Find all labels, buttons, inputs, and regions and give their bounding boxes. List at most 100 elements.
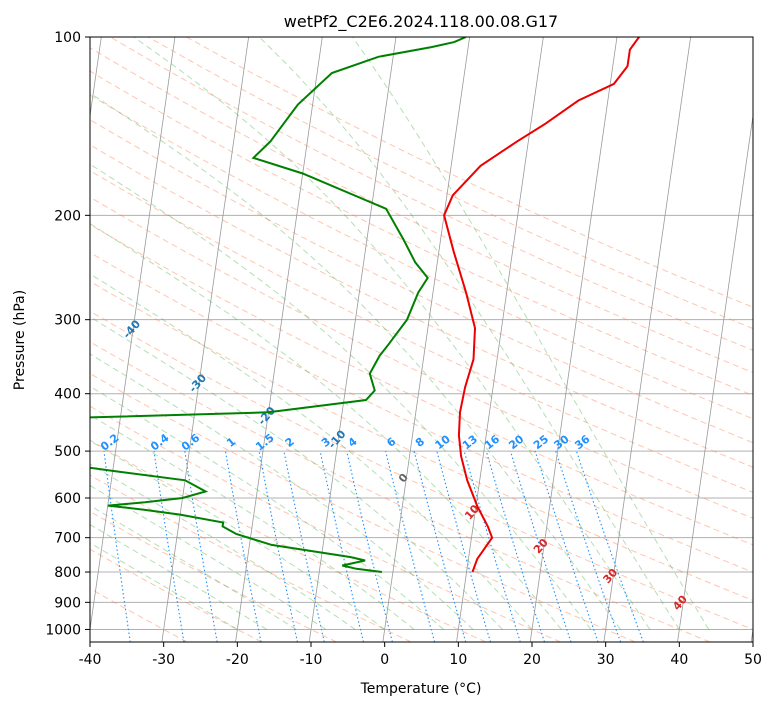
x-tick-label: 20 — [523, 652, 541, 668]
isotherm-label: -50 — [56, 255, 79, 279]
plot-area: 0.10.20.40.611.52346810131620253036-100-… — [0, 37, 753, 642]
isotherm-label: -20 — [255, 404, 278, 428]
mixing-ratio-line — [385, 450, 436, 642]
mixing-ratio-line — [283, 450, 325, 642]
x-axis-label: Temperature (°C) — [360, 681, 482, 697]
moist-adiabat — [133, 37, 651, 630]
isotherm-line — [750, 626, 753, 642]
mixing-ratio-label: 0.4 — [148, 431, 172, 453]
mixing-ratio-line — [436, 450, 492, 642]
dry-adiabat — [90, 252, 753, 573]
mixing-ratio-label: 2 — [283, 435, 297, 450]
moist-adiabat — [90, 385, 444, 630]
y-axis-ticks: 100 200 300 400 500 600 700 800 900 1000 — [45, 30, 90, 638]
dry-adiabats — [90, 37, 753, 642]
dry-adiabat — [186, 37, 753, 308]
y-tick-label: 200 — [54, 208, 81, 224]
x-tick-label: 0 — [380, 652, 389, 668]
x-tick-label: 40 — [670, 652, 688, 668]
dry-adiabat — [90, 280, 753, 601]
mixing-ratio-label: 6 — [384, 435, 398, 450]
mixing-ratio-label: 1 — [224, 435, 238, 450]
moist-adiabat — [90, 163, 592, 630]
reference-line-labels: 0.10.20.40.611.52346810131620253036-100-… — [0, 200, 690, 613]
mixing-ratio-line — [463, 450, 521, 642]
mixing-ratio-line — [319, 450, 365, 642]
dewpoint-line — [90, 37, 467, 573]
sounding-series — [90, 37, 640, 573]
mixing-ratio-label: 16 — [482, 432, 502, 452]
y-tick-label: 900 — [54, 595, 81, 611]
isotherm-label: -30 — [186, 371, 209, 395]
isotherm-line — [456, 37, 544, 642]
dry-adiabat — [90, 510, 337, 642]
moist-adiabat — [258, 37, 680, 630]
dry-adiabat — [90, 548, 262, 642]
dry-adiabat — [90, 47, 753, 374]
mixing-ratio-line — [153, 451, 185, 642]
chart-title: wetPf2_C2E6.2024.118.00.08.G17 — [284, 12, 558, 32]
temperature-line — [443, 37, 640, 573]
isotherm-line — [161, 37, 250, 642]
mixing-ratio-line — [224, 451, 262, 642]
dry-adiabat — [90, 405, 561, 642]
x-axis-ticks: -40 -30 -20 -10 0 10 20 30 40 50 — [79, 642, 762, 668]
isotherm-line — [603, 37, 692, 642]
dry-adiabat — [148, 37, 753, 330]
dry-adiabat — [90, 119, 753, 444]
isotherm-line — [382, 37, 471, 642]
x-tick-label: -20 — [226, 652, 249, 668]
y-axis-label: Pressure (hPa) — [12, 290, 28, 390]
moist-adiabat — [90, 316, 503, 630]
y-tick-label: 800 — [54, 565, 81, 581]
isotherm-line — [235, 37, 323, 642]
moist-adiabat — [90, 414, 415, 630]
mixing-ratio-line — [534, 450, 599, 642]
isotherm-label: 0 — [396, 471, 411, 486]
isotherm-label: 20 — [531, 536, 551, 556]
moist-adiabat — [90, 353, 474, 630]
mixing-ratio-line — [485, 450, 546, 642]
dry-adiabat — [90, 196, 753, 519]
y-tick-label: 1000 — [45, 622, 81, 638]
isotherm-label: 40 — [670, 593, 690, 613]
y-tick-label: 100 — [54, 30, 81, 46]
mixing-ratio-label: 36 — [572, 432, 592, 452]
isotherm-label: -40 — [120, 317, 143, 341]
y-tick-label: 600 — [54, 491, 81, 507]
mixing-ratio-line — [413, 450, 467, 642]
moist-adiabat — [90, 223, 562, 630]
isotherm-line — [529, 37, 618, 642]
x-tick-label: -30 — [152, 652, 175, 668]
y-tick-label: 700 — [54, 531, 81, 547]
moist-adiabat — [90, 542, 238, 630]
moist-adiabat — [352, 37, 710, 630]
moist-adiabat — [90, 463, 356, 630]
moist-adiabats — [90, 37, 710, 630]
dry-adiabat — [90, 144, 753, 468]
moist-adiabat — [90, 484, 326, 630]
moist-adiabat — [90, 504, 297, 630]
mixing-ratio-label: 8 — [413, 435, 427, 450]
grid-lines — [90, 37, 753, 630]
dry-adiabat — [90, 341, 711, 642]
x-tick-label: 30 — [597, 652, 615, 668]
x-tick-label: 10 — [449, 652, 467, 668]
dry-adiabat — [90, 170, 753, 493]
isotherm-label: 30 — [600, 566, 620, 586]
isotherm-line — [308, 37, 397, 642]
mixing-ratio-label: 10 — [433, 432, 453, 452]
mixing-ratio-line — [555, 450, 622, 642]
moist-adiabat — [90, 524, 268, 630]
mixing-ratio-line — [184, 451, 218, 642]
mixing-ratio-label: 20 — [506, 432, 526, 452]
mixing-ratio-line — [258, 450, 298, 642]
dry-adiabat — [90, 94, 753, 420]
isotherm-label: -60 — [0, 200, 13, 224]
mixing-ratio-label: 1.5 — [253, 431, 276, 453]
y-tick-label: 500 — [54, 444, 81, 460]
dry-adiabat — [90, 223, 753, 546]
y-tick-label: 300 — [54, 313, 81, 329]
dry-adiabat — [90, 310, 753, 630]
